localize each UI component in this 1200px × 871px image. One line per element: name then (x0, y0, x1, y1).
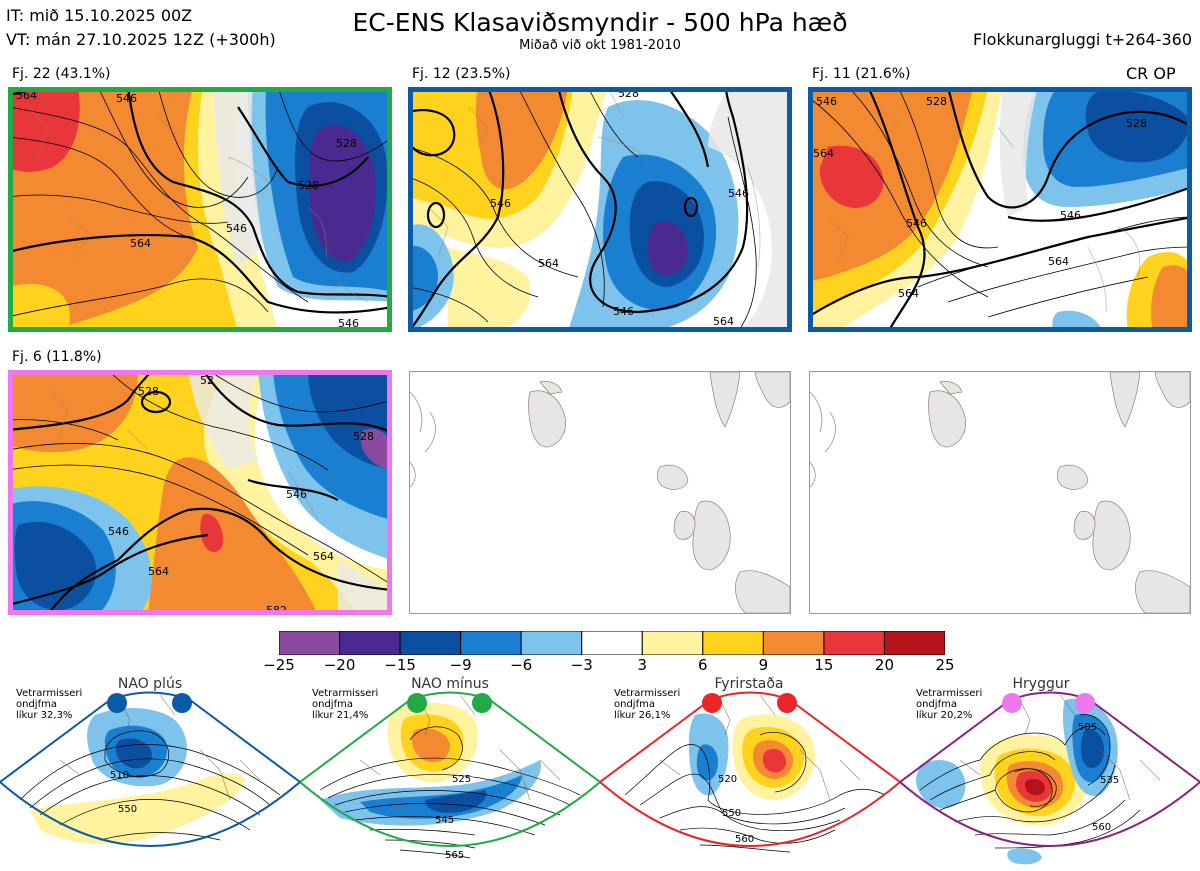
contour-label: 564 (538, 257, 559, 270)
regime-title-1: NAO plús (117, 676, 183, 692)
regime-markers-1 (107, 693, 192, 713)
contour-label: 546 (816, 95, 837, 108)
colorbar-tick-label: 20 (874, 656, 894, 674)
cluster-map-1: 564 546 528 528 546 564 546 (8, 87, 392, 332)
regime-map-2: 525 545 565 (300, 691, 600, 861)
panel-label-3: Fj. 11 (21.6%) (812, 66, 911, 82)
cluster-map-4: 528 52 528 546 546 564 564 582 (8, 370, 392, 615)
page-subtitle: Miðað við okt 1981-2010 (519, 38, 681, 53)
contour-label: 520 (718, 774, 737, 785)
contour-label: 546 (728, 187, 749, 200)
contour-label: 550 (722, 808, 741, 819)
regime-markers-2 (407, 693, 492, 713)
colorbar-cell (520, 631, 583, 655)
contour-label: 546 (338, 317, 359, 330)
regime-info-4: Vetrarmisseri ondjfma líkur 20,2% (916, 688, 983, 721)
contour-label: 564 (813, 147, 834, 160)
colorbar-cell (702, 631, 764, 655)
contour-label: 52 (200, 374, 214, 387)
regime-map-3: 520 550 560 (600, 691, 900, 853)
colorbar-tick-label: −6 (510, 656, 533, 674)
regime-markers-4 (1002, 693, 1095, 713)
contour-label: 546 (116, 92, 137, 105)
regime-map-1: 510 550 (0, 691, 300, 847)
contour-label: 545 (435, 815, 454, 826)
colorbar-tick-label: 9 (758, 656, 769, 674)
colorbar-cell (823, 631, 885, 655)
contour-label: 564 (148, 565, 169, 578)
colorbar-tick-label: 6 (698, 656, 708, 674)
colorbar-tick-label: 15 (814, 656, 834, 674)
cluster-map-3: 546 528 564 546 528 546 564 564 (808, 87, 1192, 332)
valid-time: VT: mán 27.10.2025 12Z (+300h) (6, 30, 276, 49)
contour-label: 564 (898, 287, 919, 300)
cluster-map-2: 528 546 564 546 546 564 (408, 87, 792, 332)
contour-label: 546 (490, 197, 511, 210)
init-time: IT: mið 15.10.2025 00Z (6, 6, 193, 25)
colorbar-cell (641, 631, 704, 655)
contour-label: 564 (16, 89, 37, 102)
contour-label: 564 (313, 550, 334, 563)
colorbar-tick-label: 25 (935, 656, 955, 674)
empty-map-1 (409, 371, 791, 614)
colorbar-cell (883, 631, 945, 655)
cluster-window: Flokkunargluggi t+264-360 (973, 30, 1192, 49)
regime-info-2: Vetrarmisseri ondjfma líkur 21,4% (312, 688, 379, 721)
contour-label: 525 (452, 774, 471, 785)
regime-title-2: NAO mínus (411, 676, 489, 692)
control-run-label: CR OP (1126, 64, 1176, 83)
panel-label-1: Fj. 22 (43.1%) (12, 66, 111, 82)
contour-label: 528 (336, 137, 357, 150)
colorbar-cell (339, 631, 401, 655)
contour-label: 546 (226, 222, 247, 235)
contour-label: 546 (906, 217, 927, 230)
contour-label: 528 (1126, 117, 1147, 130)
contour-label: 546 (613, 305, 634, 318)
regime-info-1: Vetrarmisseri ondjfma líkur 32,3% (16, 688, 83, 721)
contour-label: 528 (353, 430, 374, 443)
contour-label: 528 (298, 179, 319, 192)
contour-label: 510 (110, 770, 129, 781)
regime-markers-3 (702, 693, 797, 713)
colorbar-tick-label: −20 (323, 656, 356, 674)
colorbar-tick-label: −15 (384, 656, 416, 674)
regime-title-4: Hryggur (1012, 676, 1070, 692)
contour-label: 564 (713, 315, 734, 328)
contour-label: 505 (1078, 722, 1097, 733)
contour-label: 564 (1048, 255, 1069, 268)
contour-label: 560 (1092, 822, 1111, 833)
regime-title-3: Fyrirstaða (714, 676, 784, 692)
colorbar-tick-label: −3 (570, 656, 593, 674)
colorbar-cell (762, 631, 825, 655)
colorbar-cell (581, 631, 643, 655)
colorbar-tick-label: −25 (263, 656, 295, 674)
contour-label: 546 (108, 525, 129, 538)
colorbar-tick-label: 3 (637, 656, 648, 674)
regime-info-3: Vetrarmisseri ondjfma líkur 26,1% (614, 688, 681, 721)
page-title: EC-ENS Klasaviðsmyndir - 500 hPa hæð (352, 8, 848, 37)
colorbar (279, 631, 945, 655)
contour-label: 582 (266, 604, 287, 615)
colorbar-cell (460, 631, 522, 655)
contour-label: 528 (926, 95, 947, 108)
colorbar-cell (399, 631, 462, 655)
contour-label: 546 (1060, 209, 1081, 222)
contour-label: 565 (445, 850, 464, 861)
panel-label-4: Fj. 6 (11.8%) (12, 349, 102, 365)
contour-label: 560 (735, 834, 754, 845)
contour-label: 528 (138, 385, 159, 398)
colorbar-tick-label: −9 (449, 656, 472, 674)
contour-label: 546 (286, 488, 307, 501)
regime-map-4: 505 535 560 (900, 691, 1200, 865)
contour-label: 535 (1100, 775, 1119, 786)
contour-label: 564 (130, 237, 151, 250)
empty-map-2 (809, 371, 1191, 614)
colorbar-cell (279, 631, 341, 655)
panel-label-2: Fj. 12 (23.5%) (412, 66, 511, 82)
contour-label: 550 (118, 804, 137, 815)
